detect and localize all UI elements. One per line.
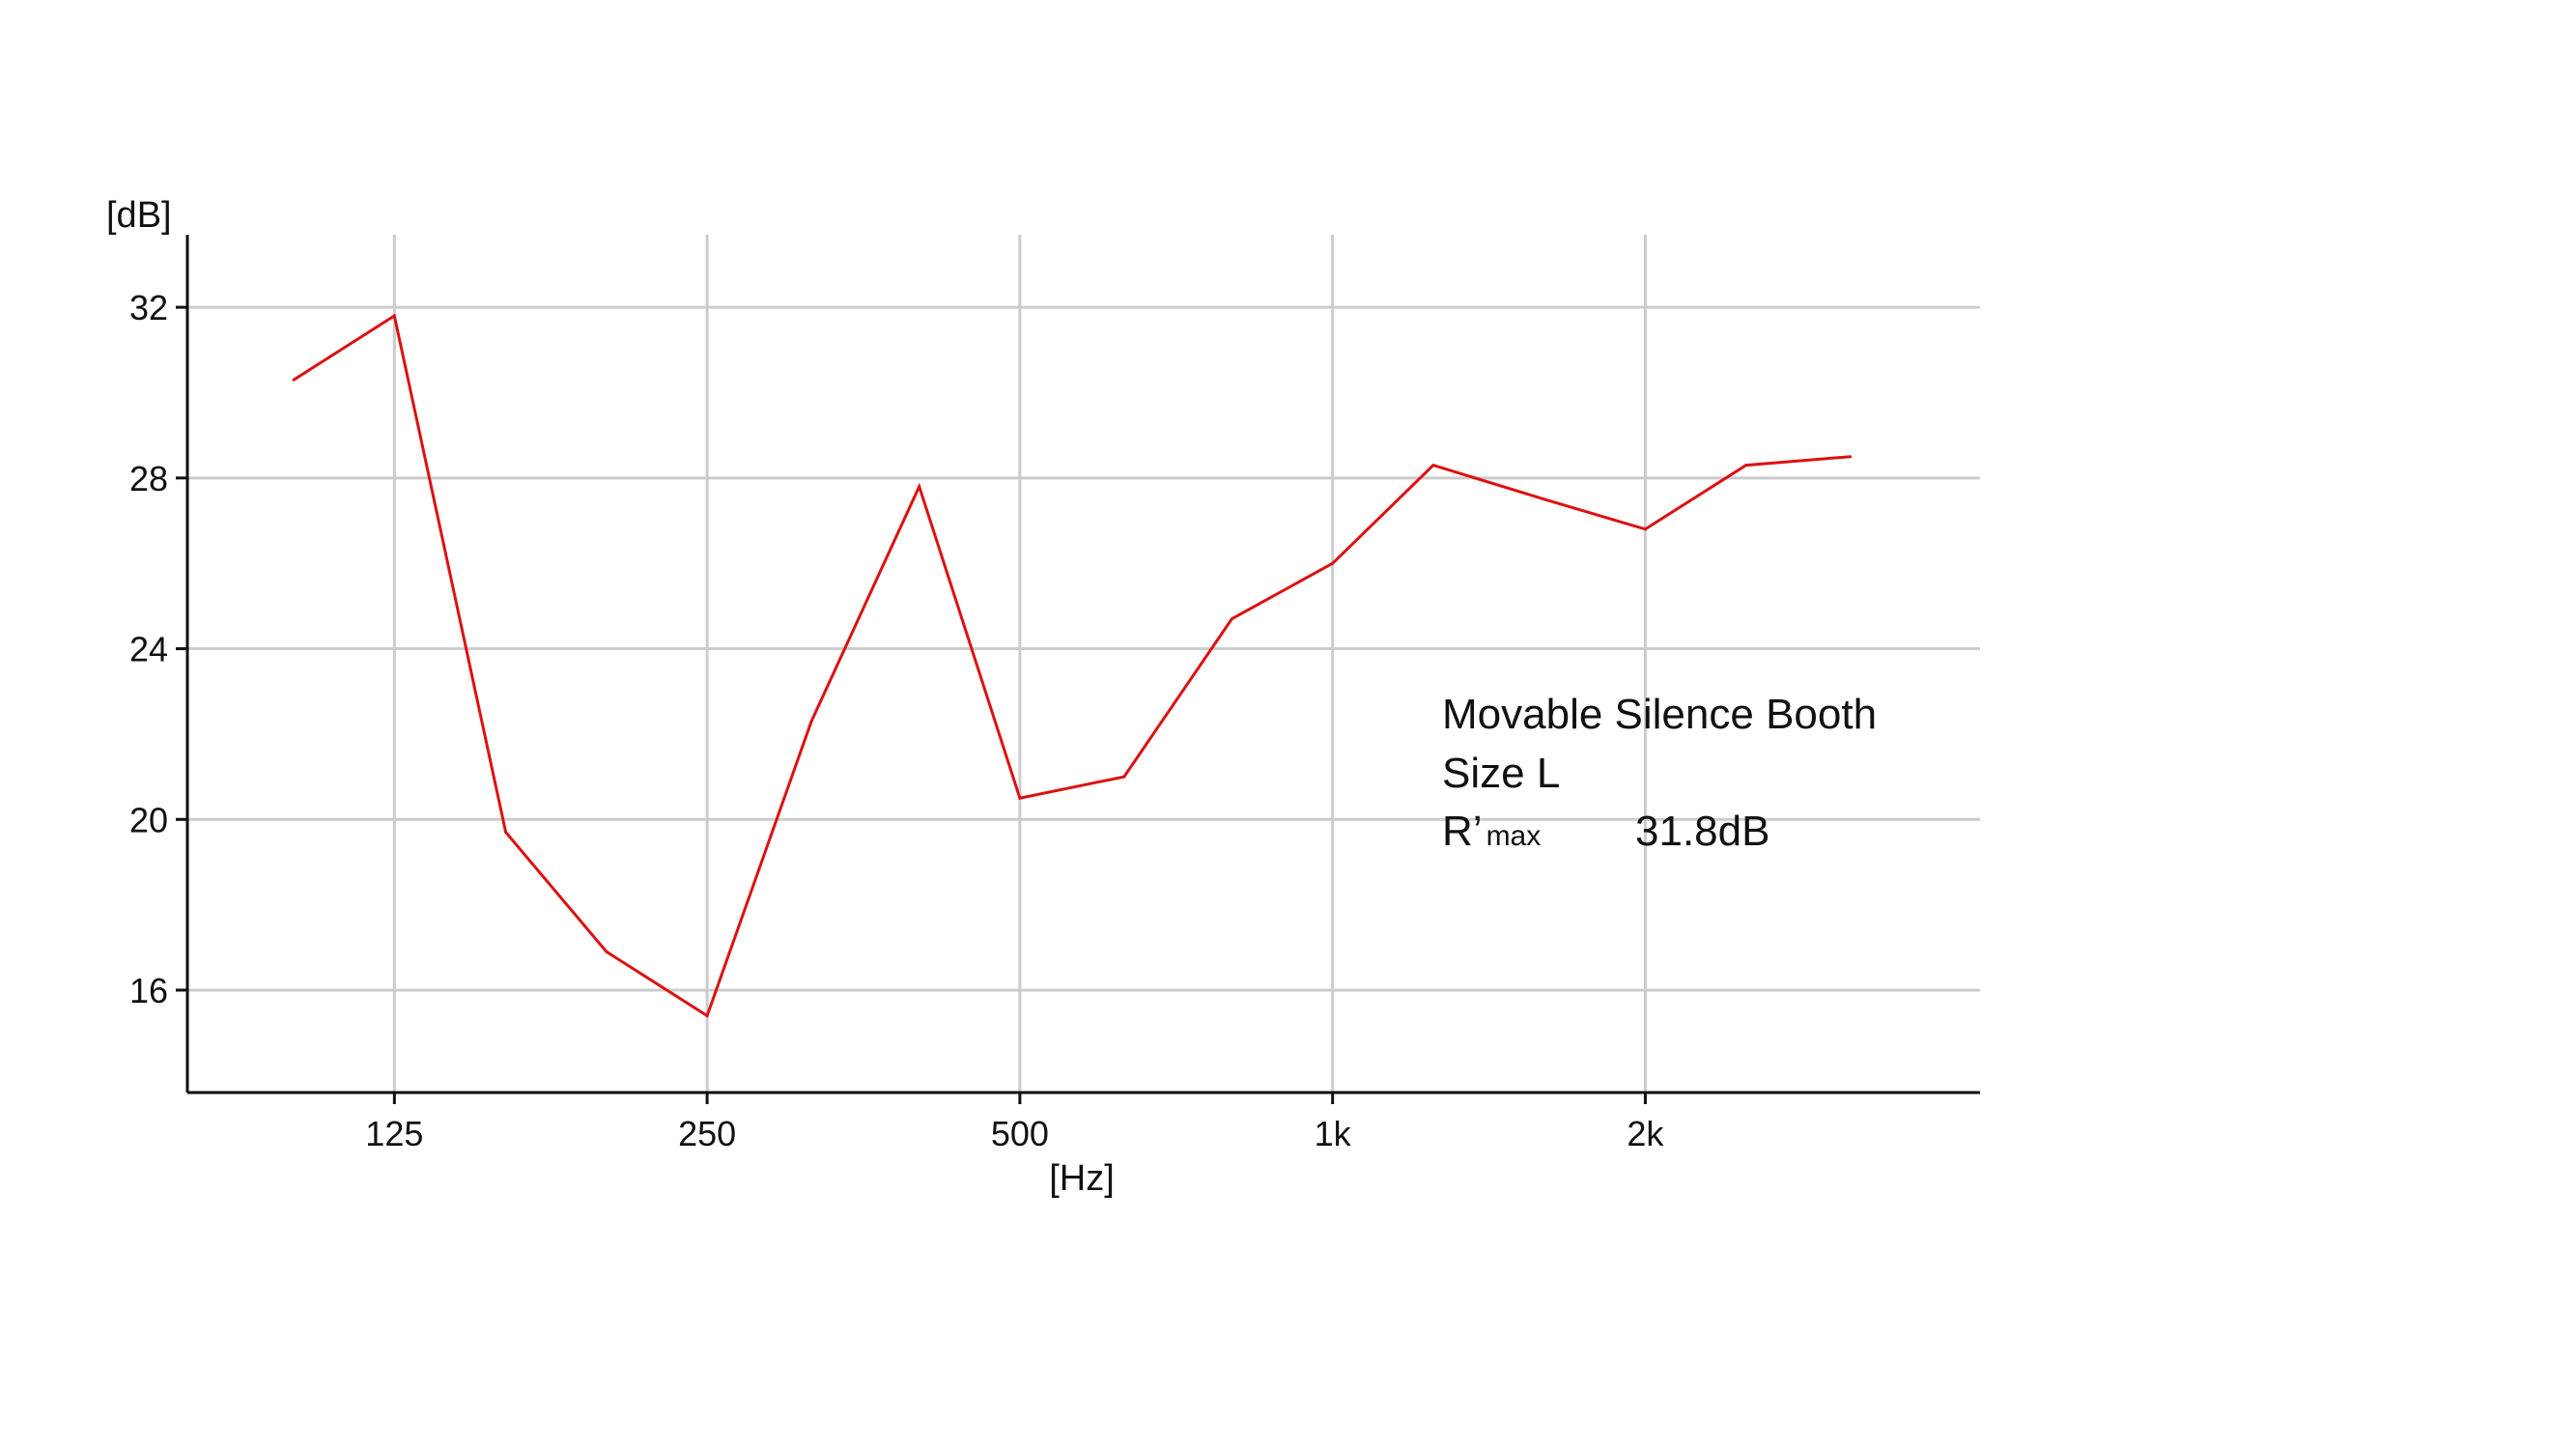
annotation-r-sub: max (1486, 820, 1542, 852)
y-tick-marks (176, 305, 187, 992)
y-tick-label: 32 (129, 288, 168, 327)
x-gridlines (392, 235, 1647, 1093)
data-point (1331, 561, 1335, 565)
data-point (392, 314, 396, 318)
x-tick-marks (392, 1093, 1647, 1104)
annotation-r-main: R’ (1442, 808, 1483, 855)
x-tick-label: 2k (1627, 1114, 1664, 1153)
x-tick-label: 125 (365, 1114, 423, 1153)
annotation-value: 31.8dB (1635, 808, 1769, 855)
data-point (1122, 775, 1126, 779)
annotation-box: Movable Silence Booth Size L R’ max 31.8d… (1442, 691, 1877, 855)
y-tick-label: 28 (129, 459, 168, 498)
x-tick-label: 250 (678, 1114, 736, 1153)
data-point (605, 950, 609, 953)
y-tick-labels: 16 20 24 28 32 (129, 288, 168, 1010)
annotation-title: Movable Silence Booth (1442, 691, 1877, 738)
data-point (1849, 455, 1853, 459)
y-tick-label: 16 (129, 971, 168, 1010)
y-tick-label: 24 (129, 630, 168, 669)
data-points (292, 314, 1853, 1017)
y-tick-label: 20 (129, 800, 168, 839)
series-line (293, 313, 1851, 1018)
data-point (292, 378, 296, 382)
data-point (1543, 497, 1546, 501)
y-gridlines (187, 305, 1980, 992)
x-axis-label: [Hz] (1049, 1158, 1115, 1199)
annotation-r-label: R’ max (1442, 808, 1541, 855)
data-point (918, 485, 921, 489)
data-point (1744, 464, 1748, 468)
data-point (809, 720, 813, 724)
data-point (504, 831, 508, 835)
x-tick-labels: 125 250 500 1k 2k (365, 1114, 1664, 1153)
data-point (1230, 617, 1233, 621)
data-point (1018, 796, 1022, 800)
annotation-size: Size L (1442, 750, 1560, 797)
x-tick-label: 500 (991, 1114, 1049, 1153)
data-point (1431, 464, 1435, 468)
x-tick-label: 1k (1315, 1114, 1352, 1153)
y-axis-label: [dB] (106, 195, 172, 236)
data-point (705, 1013, 709, 1017)
data-point (1643, 527, 1647, 531)
